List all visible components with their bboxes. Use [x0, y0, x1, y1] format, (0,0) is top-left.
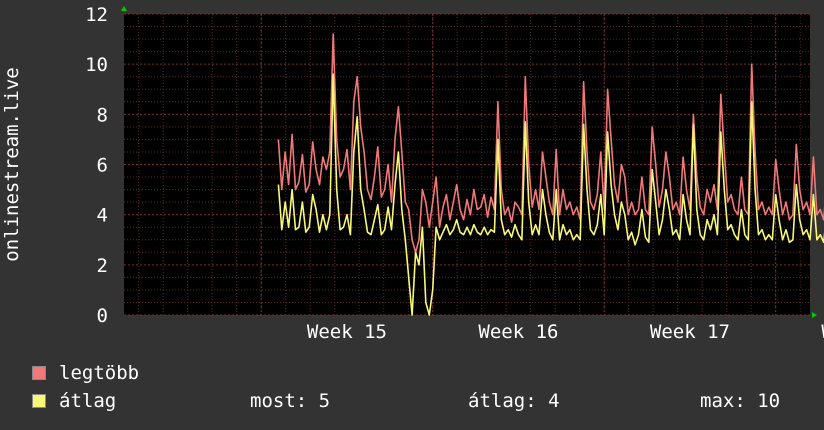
legend-swatch-avg: [32, 394, 46, 408]
stat-max: max: 10: [700, 390, 781, 412]
x-axis-arrow: [812, 312, 817, 318]
legend-label-avg: átlag: [59, 390, 117, 412]
legend-item-max: legtöbb: [32, 362, 139, 384]
series-line-max: [277, 33, 824, 254]
y-tick-label: 0: [97, 305, 108, 327]
x-tick-label: Week 17: [650, 321, 730, 343]
y-axis-arrow: [121, 6, 127, 11]
series-line-avg: [277, 73, 824, 316]
chart: 0 2 4 6 8 10 12 Week 15 Week 16 Week 17 Week 18 o…: [1, 4, 824, 343]
plot-area: [124, 14, 810, 315]
x-tick-label: Week 16: [478, 321, 558, 343]
stat-average: átlag: 4: [468, 390, 560, 412]
x-tick-label: Week 15: [307, 321, 387, 343]
y-tick-label: 12: [85, 4, 108, 26]
y-tick-label: 4: [97, 205, 108, 227]
stat-now: most: 5: [250, 390, 331, 412]
x-axis-ticks: Week 15 Week 16 Week 17 Week 18: [307, 321, 824, 343]
y-tick-label: 6: [97, 155, 108, 177]
y-axis-label: onlinestream.live: [1, 67, 23, 261]
y-tick-label: 2: [97, 255, 108, 277]
legend-item-avg: átlag: [32, 390, 116, 412]
series-lines: [277, 33, 824, 316]
legend-label-max: legtöbb: [59, 362, 140, 384]
y-tick-label: 8: [97, 104, 108, 126]
x-tick-label: Week 18: [821, 321, 824, 343]
y-tick-label: 10: [85, 54, 108, 76]
legend-swatch-max: [32, 366, 46, 380]
y-axis-ticks: 0 2 4 6 8 10 12: [85, 4, 108, 327]
